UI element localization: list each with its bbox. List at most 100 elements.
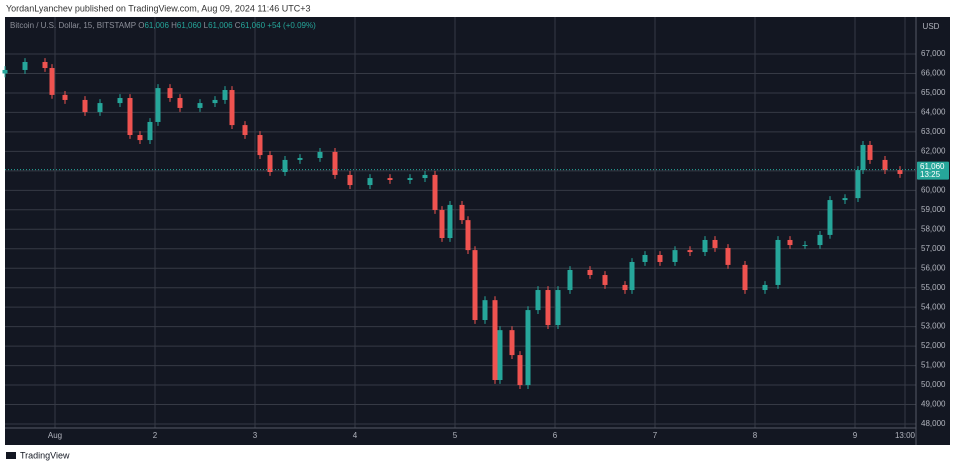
- candle-body: [517, 355, 523, 386]
- candle-body: [459, 204, 465, 221]
- y-tick-label: 58,000: [921, 224, 946, 233]
- footer-logo: TradingView: [6, 450, 70, 460]
- symbol-title: Bitcoin / U.S. Dollar, 15, BITSTAMP: [10, 21, 136, 30]
- y-tick-label: 53,000: [921, 322, 946, 331]
- x-tick-label: 7: [653, 431, 658, 440]
- legend-key: H: [171, 21, 177, 30]
- x-tick-label: 5: [453, 431, 458, 440]
- x-tick-label: 4: [353, 431, 358, 440]
- header: YordanLyanchev published on TradingView.…: [6, 3, 310, 13]
- candle-body: [222, 90, 228, 100]
- y-tick-label: 51,000: [921, 361, 946, 370]
- candle-body: [177, 98, 183, 108]
- candle-body: [167, 88, 173, 99]
- candle-body: [347, 174, 353, 186]
- candle-body: [725, 247, 731, 265]
- candle-body: [567, 269, 573, 291]
- candle-body: [817, 234, 823, 246]
- candle-body: [282, 159, 288, 173]
- footer: TradingView: [20, 450, 70, 460]
- candle-body: [535, 290, 541, 311]
- candle-body: [147, 121, 153, 141]
- candle-body: [137, 135, 143, 141]
- candle-body: [602, 275, 608, 285]
- candle-body: [622, 284, 628, 291]
- candle-body: [22, 61, 28, 70]
- candle-body: [509, 330, 515, 356]
- candle-body: [525, 310, 531, 386]
- candle-body: [155, 88, 161, 122]
- y-tick-label: 63,000: [921, 127, 946, 136]
- candle-body: [2, 69, 8, 74]
- candle-body: [742, 264, 748, 291]
- last-price-box: [917, 161, 949, 180]
- y-tick-label: 67,000: [921, 49, 946, 58]
- candle-body: [827, 200, 833, 235]
- candle-body: [97, 103, 103, 113]
- candle-body: [472, 250, 478, 321]
- candle-body: [465, 220, 471, 251]
- candle-body: [197, 103, 203, 108]
- candle-body: [317, 151, 323, 158]
- candle-body: [775, 239, 781, 285]
- x-tick-label: 3: [253, 431, 258, 440]
- candle-body: [482, 300, 488, 321]
- y-tick-label: 52,000: [921, 341, 946, 350]
- candle-body: [897, 170, 903, 174]
- candle-body: [229, 90, 235, 126]
- candle-body: [787, 239, 793, 246]
- candle-body: [762, 284, 768, 291]
- candle-body: [127, 98, 133, 136]
- candle-body: [855, 170, 861, 199]
- y-tick-label: 48,000: [921, 419, 946, 428]
- candle-body: [367, 178, 373, 186]
- candle-body: [439, 209, 445, 239]
- y-tick-label: 50,000: [921, 380, 946, 389]
- y-tick-label: 55,000: [921, 283, 946, 292]
- candle-body: [332, 151, 338, 175]
- candle-body: [882, 159, 888, 171]
- y-tick-label: 57,000: [921, 244, 946, 253]
- legend-key: L: [204, 21, 209, 30]
- y-axis-label: USD: [923, 22, 940, 31]
- candle-body: [842, 198, 848, 201]
- x-tick-label: 8: [753, 431, 758, 440]
- candle-body: [492, 300, 498, 380]
- candle-body: [687, 250, 693, 253]
- candle-body: [657, 254, 663, 262]
- y-tick-label: 59,000: [921, 205, 946, 214]
- candle-body: [62, 94, 68, 100]
- legend-value: 61,006: [144, 21, 169, 30]
- candle-body: [702, 239, 708, 253]
- candle-body: [802, 245, 808, 247]
- candle-body: [212, 99, 218, 104]
- candle-body: [642, 254, 648, 262]
- chart-background: [5, 17, 950, 445]
- legend-key: O: [138, 21, 144, 30]
- legend-value: 61,060: [241, 21, 266, 30]
- candle-body: [497, 330, 503, 380]
- y-tick-label: 56,000: [921, 263, 946, 272]
- y-tick-label: 60,000: [921, 185, 946, 194]
- last-price-time: 13:25: [920, 170, 941, 179]
- legend-key: C: [235, 21, 241, 30]
- x-tick-label: 2: [153, 431, 158, 440]
- x-tick-label: 6: [553, 431, 558, 440]
- candle-body: [297, 157, 303, 160]
- y-tick-label: 64,000: [921, 108, 946, 117]
- candle-body: [387, 178, 393, 180]
- y-tick-label: 66,000: [921, 69, 946, 78]
- legend: Bitcoin / U.S. Dollar, 15, BITSTAMP O61,…: [10, 21, 316, 30]
- y-tick-label: 54,000: [921, 302, 946, 311]
- candle-body: [555, 290, 561, 326]
- candle-body: [432, 174, 438, 210]
- y-tick-label: 65,000: [921, 88, 946, 97]
- candle-body: [257, 135, 263, 156]
- change: +54 (+0.09%): [267, 21, 316, 30]
- y-tick-label: 62,000: [921, 146, 946, 155]
- candle-body: [629, 261, 635, 291]
- candle-body: [545, 290, 551, 326]
- candle-body: [712, 239, 718, 248]
